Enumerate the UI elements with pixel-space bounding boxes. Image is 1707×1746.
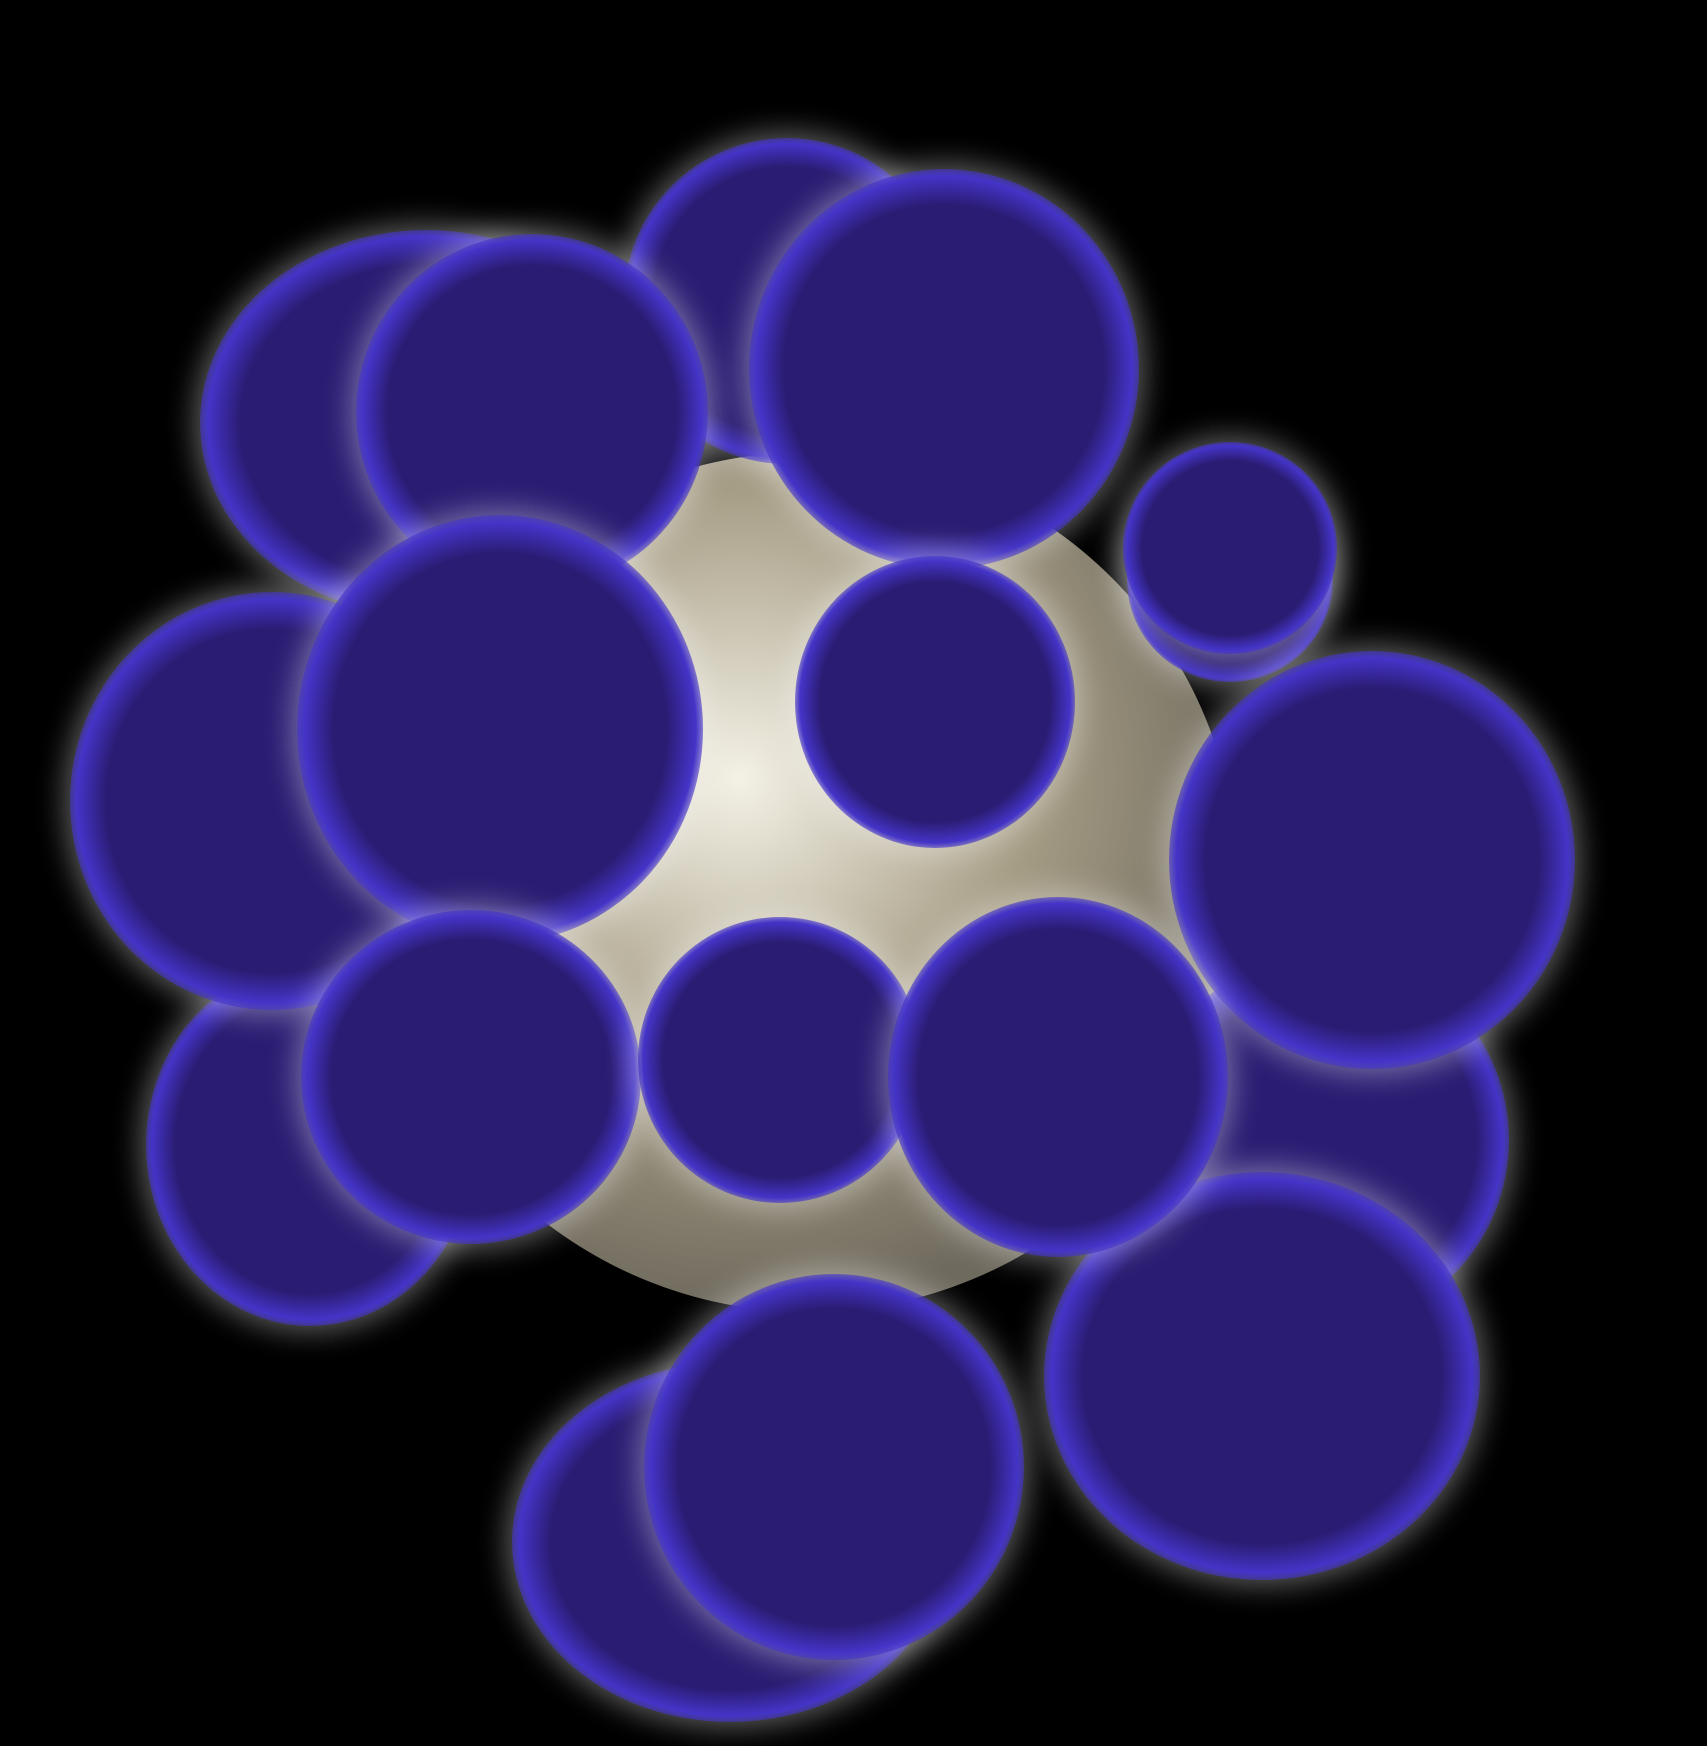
satellite-sphere bbox=[749, 169, 1139, 569]
satellite-sphere bbox=[644, 1274, 1024, 1660]
satellite-sphere bbox=[888, 897, 1228, 1257]
satellite-sphere bbox=[1044, 1172, 1480, 1580]
satellite-sphere bbox=[1123, 442, 1337, 654]
satellite-sphere bbox=[795, 556, 1075, 848]
satellite-sphere bbox=[301, 910, 641, 1244]
satellite-sphere bbox=[1169, 651, 1575, 1069]
satellite-sphere bbox=[638, 917, 922, 1203]
satellite-sphere bbox=[297, 515, 703, 943]
satellite-sphere bbox=[356, 234, 708, 590]
